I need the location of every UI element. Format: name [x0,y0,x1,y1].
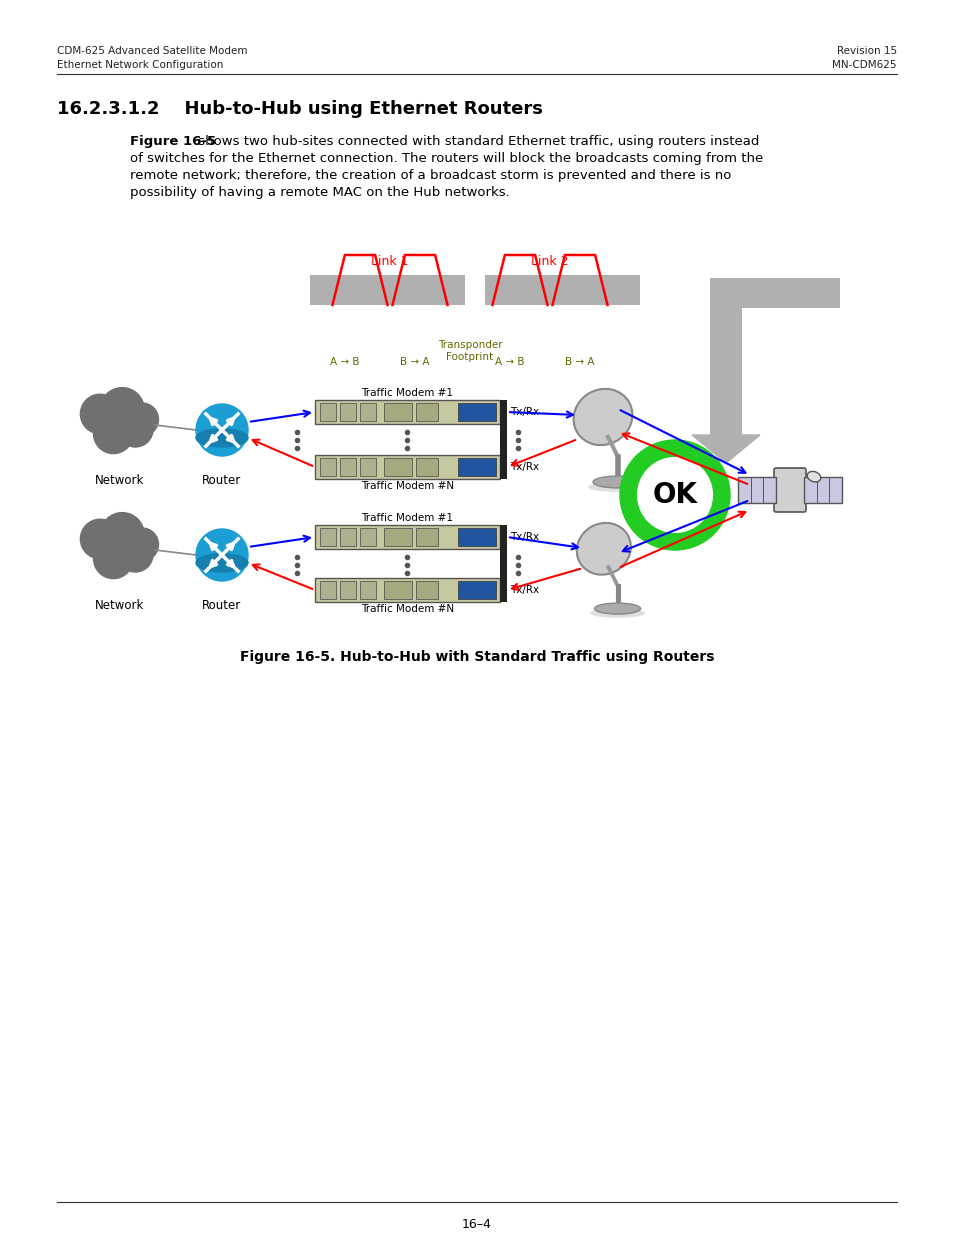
Text: Link 2: Link 2 [531,254,568,268]
Bar [416,403,437,421]
Text: Ethernet Network Configuration: Ethernet Network Configuration [57,61,223,70]
Bar [384,580,412,599]
Text: Tx/Rx: Tx/Rx [510,532,538,542]
Text: Traffic Modem #1: Traffic Modem #1 [361,388,453,398]
Bar [457,580,496,599]
Ellipse shape [195,553,248,572]
Bar [416,580,437,599]
Circle shape [195,529,248,580]
Bar [339,580,355,599]
Bar [384,458,412,475]
Text: CDM-625 Advanced Satellite Modem: CDM-625 Advanced Satellite Modem [57,46,247,56]
Circle shape [93,414,133,453]
Circle shape [102,532,133,563]
Bar [319,458,335,475]
Ellipse shape [589,609,644,618]
Bar [803,477,841,503]
Text: remote network; therefore, the creation of a broadcast storm is prevented and th: remote network; therefore, the creation … [130,169,731,182]
Circle shape [93,538,133,579]
Text: shows two hub-sites connected with standard Ethernet traffic, using routers inst: shows two hub-sites connected with stand… [193,135,759,148]
Bar [709,278,840,308]
Text: Router: Router [202,474,241,487]
Text: possibility of having a remote MAC on the Hub networks.: possibility of having a remote MAC on th… [130,186,509,199]
Circle shape [100,388,144,431]
Bar [319,580,335,599]
Text: Network: Network [95,474,145,487]
Ellipse shape [587,482,647,492]
Ellipse shape [593,475,642,488]
Circle shape [102,408,133,438]
Text: Tx/Rx: Tx/Rx [510,462,538,472]
Bar [319,529,335,546]
Circle shape [619,440,729,550]
Text: Link 1: Link 1 [371,254,408,268]
Circle shape [126,529,158,561]
Text: of switches for the Ethernet connection. The routers will block the broadcasts c: of switches for the Ethernet connection.… [130,152,762,165]
Bar [314,454,499,479]
Bar [384,529,412,546]
Bar [359,529,375,546]
Bar [339,458,355,475]
Bar [314,578,499,601]
Circle shape [80,519,120,558]
Bar [457,403,496,421]
Bar [359,458,375,475]
Circle shape [637,458,712,532]
Text: Transponder
Footprint: Transponder Footprint [437,340,502,362]
Bar [484,275,639,305]
Circle shape [100,513,144,557]
Bar [359,403,375,421]
Text: Revision 15: Revision 15 [836,46,896,56]
Ellipse shape [573,389,632,445]
Bar [738,477,775,503]
Text: Network: Network [95,599,145,613]
Bar [499,525,506,601]
Circle shape [80,394,120,433]
Circle shape [117,537,152,572]
Bar [314,400,499,424]
FancyBboxPatch shape [773,468,805,513]
Bar [319,403,335,421]
Polygon shape [691,435,760,463]
Bar [359,580,375,599]
Text: OK: OK [652,480,697,509]
Bar [339,403,355,421]
Bar [416,458,437,475]
Circle shape [117,411,152,447]
Text: Figure 16-5. Hub-to-Hub with Standard Traffic using Routers: Figure 16-5. Hub-to-Hub with Standard Tr… [239,650,714,664]
Bar [416,529,437,546]
Text: Traffic Modem #1: Traffic Modem #1 [361,513,453,522]
Bar [499,400,506,479]
Ellipse shape [594,603,639,614]
Text: Tx/Rx: Tx/Rx [510,408,538,417]
Text: B → A: B → A [400,357,429,367]
Text: A → B: A → B [495,357,524,367]
Text: B → A: B → A [565,357,594,367]
Text: Traffic Modem #N: Traffic Modem #N [360,604,454,614]
Circle shape [195,404,248,456]
Ellipse shape [577,522,630,574]
Text: 16.2.3.1.2    Hub-to-Hub using Ethernet Routers: 16.2.3.1.2 Hub-to-Hub using Ethernet Rou… [57,100,542,119]
Text: MN-CDM625: MN-CDM625 [832,61,896,70]
Text: Router: Router [202,599,241,613]
Bar [709,308,741,435]
Ellipse shape [195,429,248,447]
Text: A → B: A → B [330,357,359,367]
Bar [457,529,496,546]
Circle shape [126,403,158,436]
Text: Tx/Rx: Tx/Rx [510,585,538,595]
Text: 16–4: 16–4 [461,1218,492,1231]
Bar [314,525,499,550]
Bar [457,458,496,475]
Bar [339,529,355,546]
Text: Traffic Modem #N: Traffic Modem #N [360,480,454,492]
Text: Figure 16-5: Figure 16-5 [130,135,216,148]
Bar [310,275,464,305]
Bar [384,403,412,421]
Ellipse shape [806,472,820,482]
